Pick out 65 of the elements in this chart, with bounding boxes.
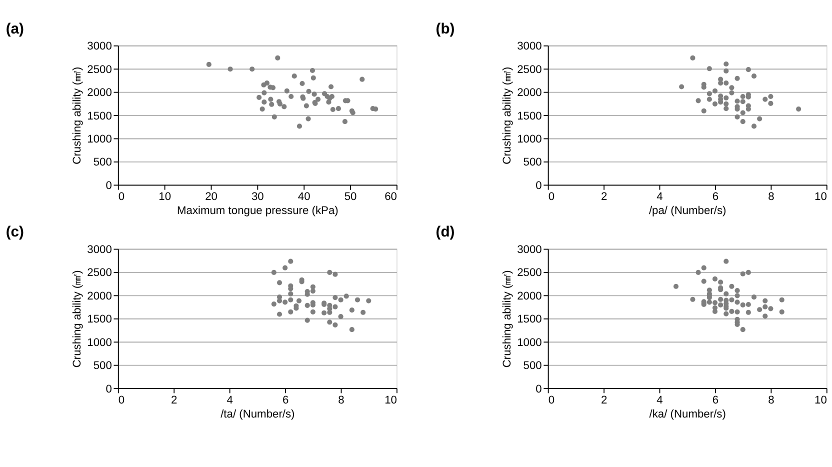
y-tick-label: 1500 — [87, 110, 112, 122]
y-tick-label: 500 — [523, 360, 542, 372]
y-tick-label: 0 — [536, 383, 542, 396]
x-tick-label: 2 — [171, 394, 178, 406]
x-tick-label: 30 — [251, 191, 264, 204]
y-axis-title: Crushing ability (㎟) — [72, 66, 84, 164]
y-tick-label: 500 — [523, 156, 542, 169]
y-tick-label: 1000 — [517, 336, 542, 349]
x-tick-label: 10 — [814, 394, 827, 406]
x-tick-label: 2 — [600, 394, 608, 406]
y-tick-label: 3000 — [517, 244, 542, 256]
chart-title: (c) — [6, 224, 24, 241]
y-tick-label: 2500 — [87, 267, 112, 280]
x-tick-label: 2 — [600, 191, 608, 204]
y-tick-label: 2000 — [517, 290, 542, 302]
x-tick-label: 40 — [298, 191, 310, 204]
x-tick-label: 6 — [282, 394, 289, 406]
y-tick-label: 2500 — [517, 64, 542, 76]
y-tick-label: 2000 — [87, 87, 112, 100]
x-tick-label: 4 — [226, 394, 233, 406]
x-axis-title: /pa/ (Number/s) — [648, 204, 727, 217]
chart-title: (d) — [436, 224, 455, 241]
y-tick-label: 3000 — [87, 40, 112, 53]
y-axis-title: Crushing ability (㎟) — [502, 270, 514, 368]
y-tick-label: 3000 — [517, 40, 542, 53]
x-tick-label: 8 — [338, 394, 344, 406]
x-tick-label: 4 — [656, 191, 663, 204]
y-axis-title: Crushing ability (㎟) — [72, 270, 84, 368]
x-tick-label: 0 — [548, 394, 555, 406]
x-tick-label: 4 — [656, 394, 663, 406]
x-tick-label: 50 — [344, 191, 357, 204]
x-tick-label: 8 — [768, 394, 774, 406]
y-tick-label: 0 — [106, 180, 112, 192]
y-tick-label: 2000 — [87, 290, 112, 302]
y-tick-label: 0 — [536, 180, 542, 192]
x-tick-label: 6 — [712, 191, 719, 204]
y-tick-label: 1500 — [517, 110, 542, 122]
x-axis-title: /ka/ (Number/s) — [649, 408, 726, 420]
x-axis-title: /ta/ (Number/s) — [220, 408, 296, 420]
y-tick-label: 0 — [106, 383, 112, 396]
y-tick-label: 2000 — [517, 87, 542, 100]
x-axis-title: Maximum tongue pressure (kPa) — [176, 204, 339, 217]
x-tick-label: 0 — [118, 394, 125, 406]
x-tick-label: 10 — [158, 191, 172, 204]
x-tick-label: 10 — [384, 394, 397, 406]
x-tick-label: 20 — [205, 191, 218, 204]
x-tick-label: 10 — [814, 191, 827, 204]
y-tick-label: 1000 — [517, 133, 542, 146]
y-tick-label: 500 — [93, 156, 112, 169]
chart-title: (b) — [436, 21, 455, 38]
chart-title: (a) — [6, 21, 24, 38]
y-tick-label: 2500 — [517, 267, 542, 280]
x-tick-label: 0 — [118, 191, 125, 204]
y-tick-label: 500 — [93, 360, 112, 372]
y-tick-label: 1500 — [517, 314, 542, 326]
y-tick-label: 1500 — [87, 314, 112, 326]
y-tick-label: 2500 — [87, 64, 112, 76]
y-tick-label: 3000 — [87, 244, 112, 256]
y-axis-title: Crushing ability (㎟) — [502, 66, 514, 164]
y-tick-label: 1000 — [87, 336, 112, 349]
x-tick-label: 8 — [768, 191, 774, 204]
y-tick-label: 1000 — [87, 133, 112, 146]
x-tick-label: 6 — [712, 394, 719, 406]
x-tick-label: 0 — [548, 191, 555, 204]
x-tick-label: 60 — [384, 191, 397, 204]
